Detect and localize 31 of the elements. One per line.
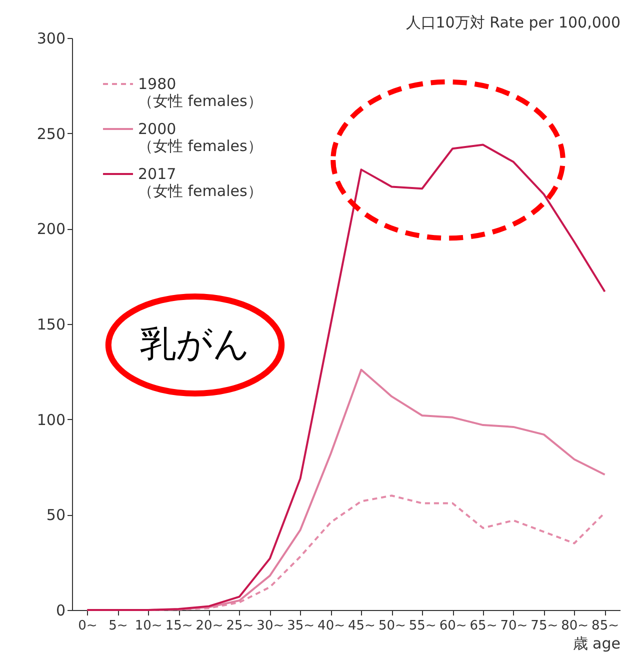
y-tick-label: 100	[36, 410, 66, 429]
x-tick-label: 30~	[256, 618, 284, 634]
x-tick-label: 40~	[318, 618, 345, 634]
legend-label: 1980 （女性 females）	[138, 75, 262, 110]
x-tick-label: 25~	[226, 618, 254, 634]
x-axis-title: 歳 age	[572, 634, 620, 652]
y-tick-label: 250	[36, 124, 66, 143]
x-tick-label: 55~	[408, 618, 436, 634]
x-tick-label: 0~	[78, 618, 98, 634]
x-tick-label: 45~	[348, 618, 376, 634]
y-tick-label: 200	[36, 220, 66, 238]
y-tick-label: 300	[36, 30, 66, 48]
legend-label: 2000 （女性 females）	[138, 120, 262, 155]
y-tick-label: 0	[56, 602, 66, 620]
x-tick-label: 80~	[561, 618, 589, 634]
x-tick-label: 60~	[439, 618, 467, 634]
x-tick-label: 20~	[196, 618, 224, 634]
x-tick-label: 85~	[592, 618, 619, 634]
x-tick-label: 15~	[165, 618, 193, 634]
x-tick-label: 75~	[530, 618, 558, 634]
y-axis-title: 人口10万対 Rate per 100,000	[406, 14, 620, 32]
x-tick-label: 65~	[470, 618, 498, 634]
x-tick-label: 50~	[378, 618, 406, 634]
y-tick-label: 50	[46, 506, 66, 524]
x-tick-label: 35~	[287, 618, 315, 634]
x-tick-label: 5~	[108, 618, 128, 634]
x-tick-label: 10~	[134, 618, 162, 634]
x-tick-label: 70~	[500, 618, 528, 634]
annotation: 乳がん	[140, 324, 250, 365]
y-tick-label: 150	[36, 316, 66, 334]
legend-label: 2017 （女性 females）	[138, 165, 262, 200]
